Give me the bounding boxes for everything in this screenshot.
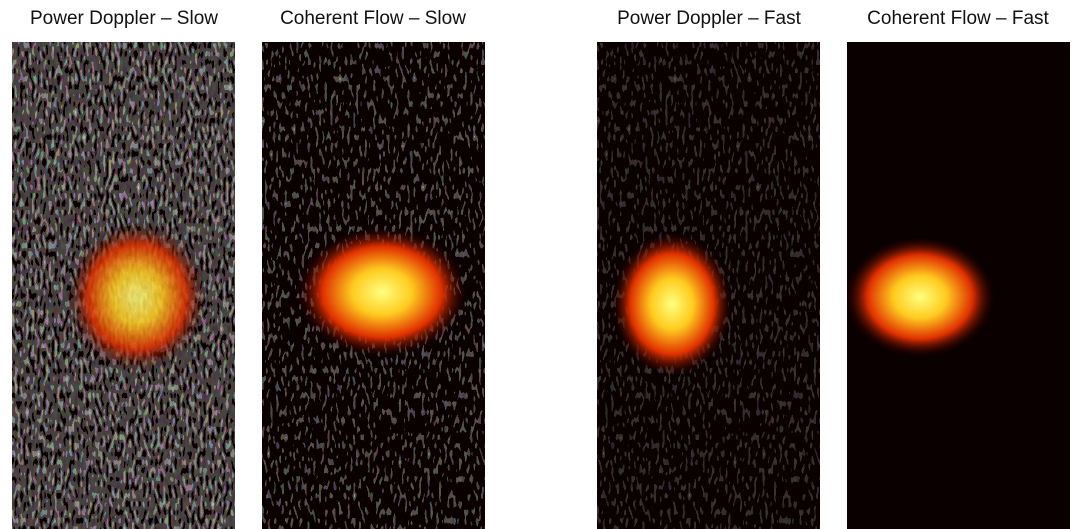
- panel-title: Power Doppler – Slow: [30, 8, 218, 29]
- image-panel: [262, 42, 485, 529]
- image: [597, 42, 820, 529]
- image: [262, 42, 485, 529]
- panel-title: Coherent Flow – Fast: [867, 8, 1049, 29]
- panel-title: Power Doppler – Fast: [617, 8, 801, 29]
- image-panel: [12, 42, 235, 529]
- image: [847, 237, 995, 357]
- panel-title: Coherent Flow – Slow: [280, 8, 466, 29]
- image: [12, 42, 235, 529]
- image-panel: [847, 42, 1070, 529]
- image-panel: [597, 42, 820, 529]
